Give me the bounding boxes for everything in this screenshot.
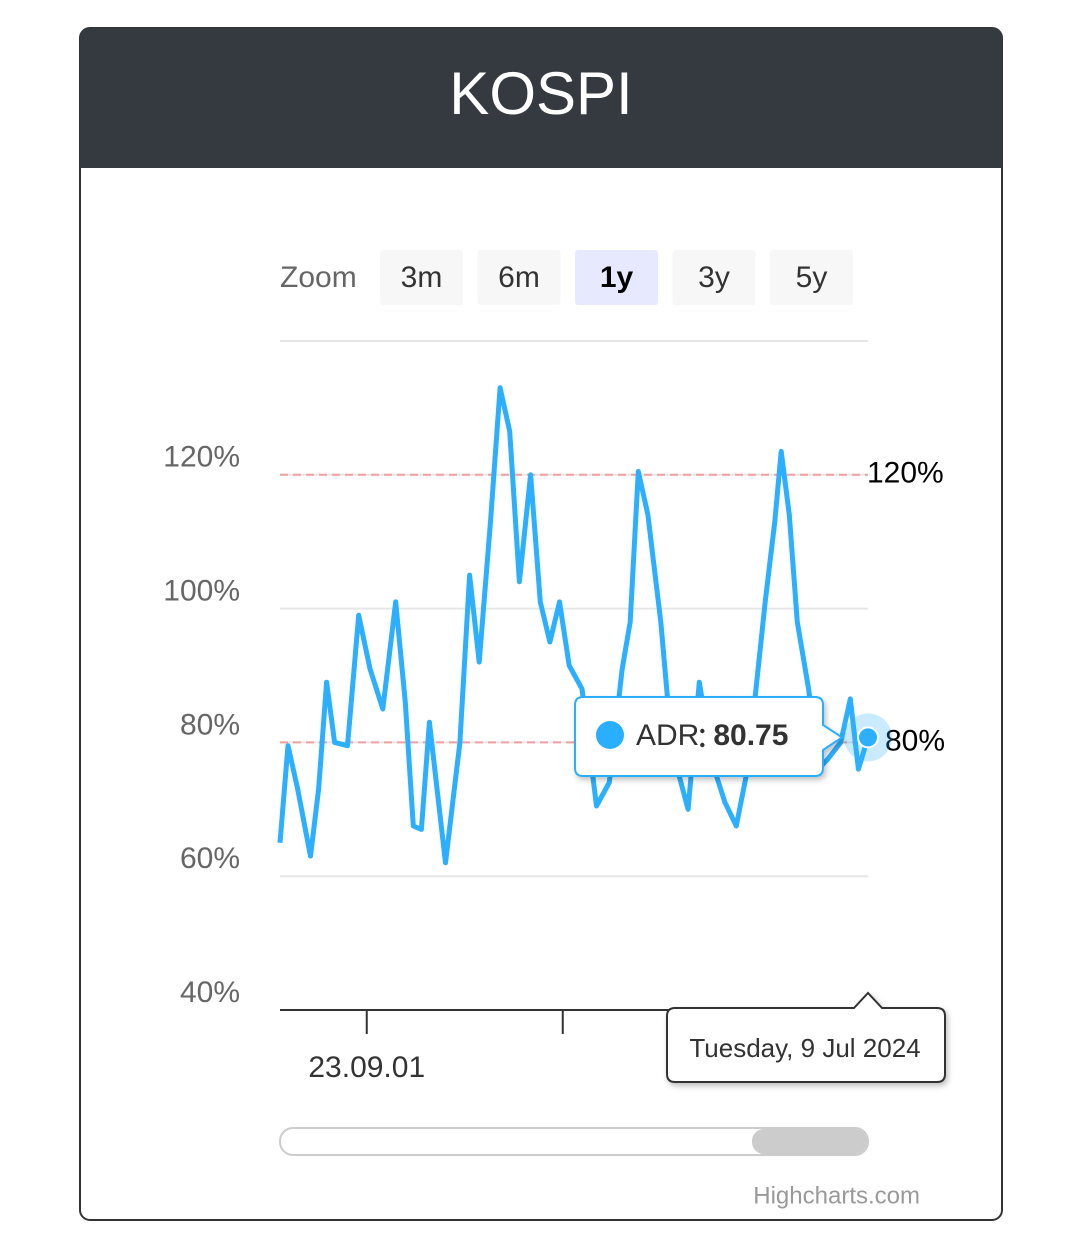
zoom-label: Zoom [280, 261, 357, 294]
zoom-button[interactable] [770, 250, 853, 305]
tooltip-series-name: ADR [636, 719, 699, 752]
tooltip-marker [596, 721, 624, 749]
plot-area: 40% 60% 80% 100% 120% 23.09.01 120% 80% ADR 80.75… [163, 385, 946, 1084]
tooltip-separator-dot [700, 728, 705, 734]
range-selector: Zoom 3m 6m 1y 3y 5y [280, 250, 853, 305]
scrollbar-thumb[interactable] [752, 1129, 867, 1154]
tooltip-value: 80.75 [713, 719, 788, 752]
x-tick-label: 23.09.01 [308, 1051, 425, 1084]
tooltip-text: ADR 80.75 [636, 719, 788, 752]
y-tick-label: 60% [180, 842, 240, 875]
zoom-button[interactable] [672, 250, 756, 305]
tooltip-box [574, 696, 844, 777]
tooltip-separator-dot [700, 742, 705, 748]
zoom-button-label[interactable]: 6m [498, 261, 540, 294]
hover-point [857, 726, 879, 749]
zoom-button-label[interactable]: 1y [600, 261, 634, 294]
series-line [277, 385, 871, 866]
date-tooltip-text: Tuesday, 9 Jul 2024 [689, 1033, 920, 1063]
zoom-button[interactable] [575, 250, 658, 305]
credits[interactable]: Highcharts.com [753, 1182, 920, 1209]
navigator-scrollbar[interactable] [279, 1127, 869, 1156]
zoom-button-label[interactable]: 3y [698, 261, 730, 294]
card-header [80, 28, 1002, 168]
y-tick-label: 100% [163, 575, 240, 608]
y-tick-label: 120% [163, 441, 240, 474]
zoom-button-label[interactable]: 3m [401, 261, 443, 294]
y-tick-label: 40% [180, 976, 240, 1009]
zoom-button-label[interactable]: 5y [796, 261, 828, 294]
tooltip: ADR 80.75 [574, 696, 844, 777]
plot-line-label: 80% [885, 724, 945, 757]
date-tooltip: Tuesday, 9 Jul 2024 [666, 991, 946, 1083]
zoom-button[interactable] [380, 250, 463, 305]
zoom-button[interactable] [477, 250, 561, 305]
plot-line-label: 120% [867, 457, 944, 490]
date-tooltip-box [666, 991, 946, 1083]
chart-title: KOSPI [449, 60, 632, 127]
y-tick-label: 80% [180, 708, 240, 741]
